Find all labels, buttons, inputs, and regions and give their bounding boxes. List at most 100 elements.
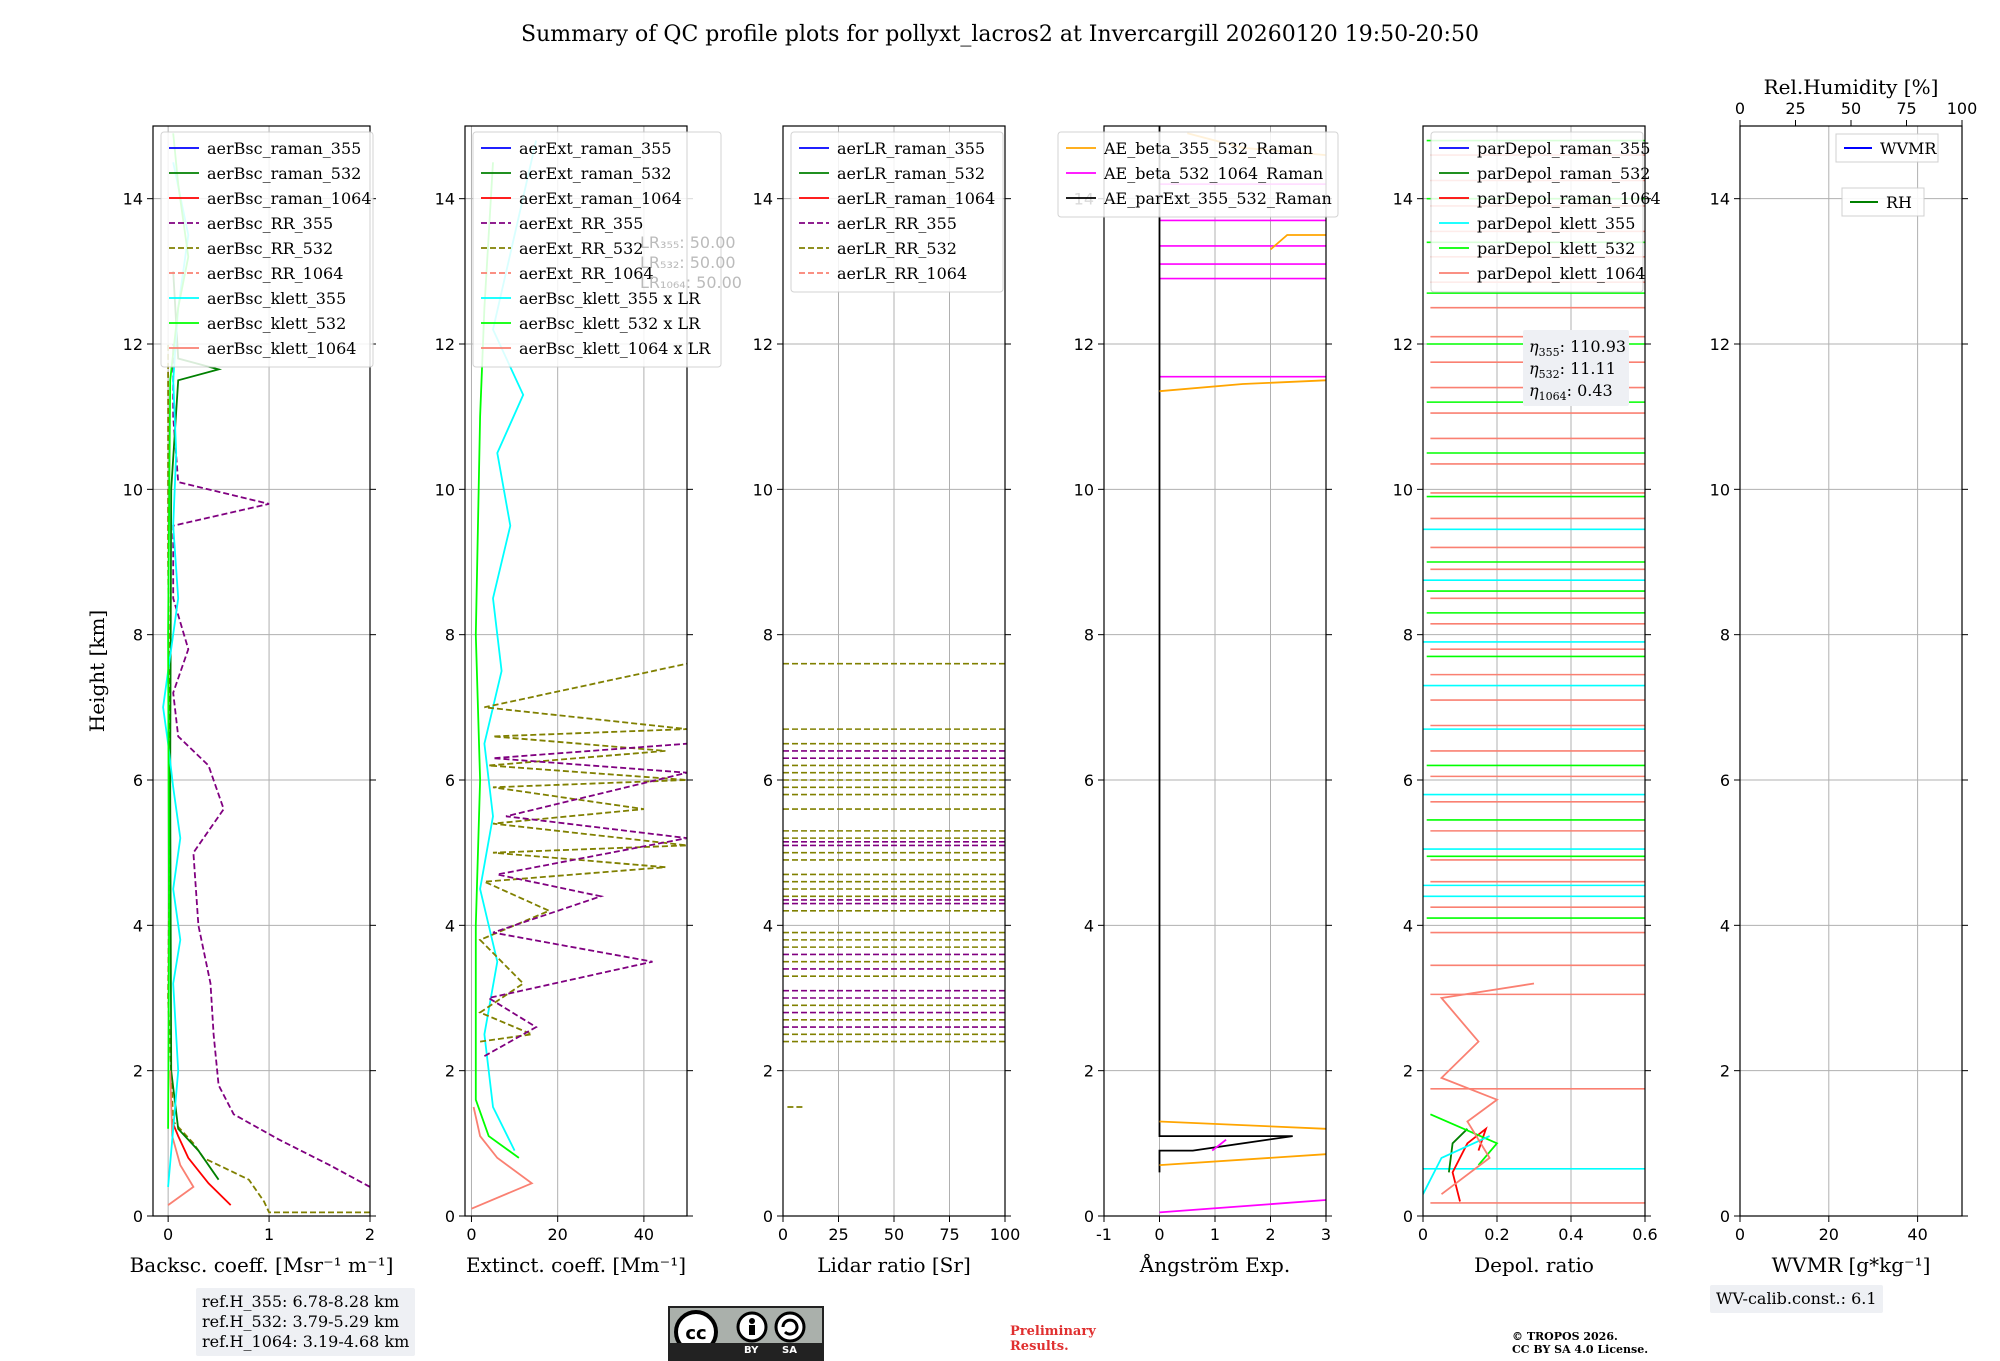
x-tick-label: 0.4 bbox=[1558, 1225, 1583, 1244]
lidar-ratio-note: LR₅₃₂: 50.00 bbox=[640, 253, 736, 272]
eta-box bbox=[1523, 330, 1629, 406]
x-tick-label: 40 bbox=[1907, 1225, 1927, 1244]
y-tick-label: 12 bbox=[1074, 335, 1094, 354]
legend-label: aerBsc_RR_532 bbox=[207, 239, 333, 258]
panel-angstrom: -1012302468101214Ångström Exp.AE_beta_35… bbox=[1057, 125, 1339, 1277]
series-aerBsc_klett_355 bbox=[162, 162, 190, 1187]
x-tick-label: 0 bbox=[1418, 1225, 1428, 1244]
y-tick-label: 10 bbox=[123, 480, 143, 499]
panel-extinction: 0 20 40 0 2 4 6 8 10 12 14 Extinct. coeff. [Mm⁻¹] ae… bbox=[435, 125, 742, 1277]
y-tick-label: 2 bbox=[763, 1062, 773, 1081]
axes-frame bbox=[464, 125, 688, 1217]
x-tick-label: -1 bbox=[1096, 1225, 1112, 1244]
copyright-note: © TROPOS 2026. CC BY SA 4.0 License. bbox=[1512, 1330, 1649, 1356]
x-axis-label: Ångström Exp. bbox=[1139, 1252, 1290, 1277]
series-AE_beta_355_532_Raman bbox=[1269, 234, 1326, 251]
x-tick-label: 2 bbox=[365, 1225, 375, 1244]
legend-label: parDepol_raman_355 bbox=[1477, 139, 1650, 158]
cc-by-label: BY bbox=[744, 1345, 759, 1356]
series-aerBsc_RR_532 bbox=[167, 344, 370, 1214]
y-tick-label: 0 bbox=[763, 1207, 773, 1226]
y-tick-label: 8 bbox=[1720, 626, 1730, 645]
y-tick-label: 0 bbox=[133, 1207, 143, 1226]
y-tick-label: 4 bbox=[133, 916, 143, 935]
y-tick-label: 6 bbox=[1084, 771, 1094, 790]
series-aerBsc_klett_1064 x LR bbox=[471, 1106, 534, 1210]
ref-height-532: ref.H_532: 3.79-5.29 km bbox=[202, 1312, 400, 1331]
panel-depol: 0 0.2 0.4 0.6 0 2 4 6 8 10 12 14 Depol. ratio parDepo… bbox=[1393, 125, 1661, 1277]
legend-box bbox=[1057, 131, 1339, 218]
y-tick-label: 6 bbox=[1403, 771, 1413, 790]
ref-height-1064: ref.H_1064: 3.19-4.68 km bbox=[202, 1332, 410, 1351]
y-tick-label: 2 bbox=[133, 1062, 143, 1081]
legend-label: aerLR_raman_1064 bbox=[837, 189, 995, 208]
legend-label: aerLR_RR_532 bbox=[837, 239, 957, 258]
legend-box bbox=[1430, 131, 1644, 293]
top-x-tick-label: 50 bbox=[1841, 99, 1861, 118]
axes-frame bbox=[152, 125, 371, 1217]
y-tick-label: 2 bbox=[1084, 1062, 1094, 1081]
ref-height-355: ref.H_355: 6.78-8.28 km bbox=[202, 1292, 400, 1311]
eta-value-1064: η1064: 0.43 bbox=[1529, 381, 1613, 403]
panel-wvmr: 0 20 40 0 2 4 6 8 10 12 14 WVMR [g*kg⁻¹] 0 25 50 75 100 R… bbox=[1710, 75, 1978, 1277]
y-tick-label: 4 bbox=[1403, 916, 1413, 935]
x-axis-label: Extinct. coeff. [Mm⁻¹] bbox=[466, 1253, 686, 1277]
cc-license-badge[interactable]: cc BY SA bbox=[668, 1306, 824, 1361]
x-tick-label: 20 bbox=[547, 1225, 567, 1244]
eta-value-532: η532: 11.11 bbox=[1529, 359, 1616, 381]
y-tick-label: 4 bbox=[445, 916, 455, 935]
y-tick-label: 4 bbox=[1720, 916, 1730, 935]
x-tick-label: 1 bbox=[264, 1225, 274, 1244]
series-AE_beta_355_532_Raman bbox=[1159, 1153, 1326, 1166]
x-tick-label: 0 bbox=[466, 1225, 476, 1244]
top-x-tick-label: 75 bbox=[1896, 99, 1916, 118]
y-tick-label: 10 bbox=[1710, 480, 1730, 499]
y-tick-label: 12 bbox=[1710, 335, 1730, 354]
legend-label: aerBsc_klett_532 bbox=[207, 314, 346, 333]
series-aerExt_RR_355 bbox=[483, 742, 687, 1057]
wv-calibration-box: WV-calib.const.: 6.1 bbox=[1710, 1285, 1883, 1313]
svg-text:cc: cc bbox=[685, 1323, 706, 1344]
y-tick-label: 12 bbox=[1393, 335, 1413, 354]
reference-heights-box: ref.H_355: 6.78-8.28 km ref.H_532: 3.79-… bbox=[196, 1288, 416, 1356]
figure-title: Summary of QC profile plots for pollyxt_… bbox=[521, 22, 1479, 47]
x-tick-label: 20 bbox=[1819, 1225, 1839, 1244]
legend-label: AE_beta_355_532_Raman bbox=[1103, 139, 1313, 158]
y-tick-label: 0 bbox=[1720, 1207, 1730, 1226]
top-x-axis-label: Rel.Humidity [%] bbox=[1764, 75, 1939, 99]
y-tick-label: 8 bbox=[1403, 626, 1413, 645]
y-tick-label: 12 bbox=[753, 335, 773, 354]
legend-label: aerBsc_klett_355 x LR bbox=[519, 289, 701, 308]
legend-box bbox=[1835, 133, 1939, 163]
eta-value-355: η355: 110.93 bbox=[1529, 337, 1626, 359]
x-tick-label: 75 bbox=[939, 1225, 959, 1244]
legend-box bbox=[160, 131, 374, 368]
top-x-tick-label: 0 bbox=[1735, 99, 1745, 118]
series-AE_beta_355_532_Raman bbox=[1159, 379, 1326, 393]
x-tick-label: 100 bbox=[990, 1225, 1021, 1244]
y-tick-label: 12 bbox=[123, 335, 143, 354]
series-aerBsc_klett_1064 bbox=[167, 1070, 195, 1206]
y-tick-label: 4 bbox=[1084, 916, 1094, 935]
legend-label: aerLR_raman_355 bbox=[837, 139, 985, 158]
legend-label: aerBsc_klett_1064 bbox=[207, 339, 356, 358]
x-tick-label: 50 bbox=[884, 1225, 904, 1244]
data-layer bbox=[783, 662, 1005, 1108]
axes-frame bbox=[1739, 125, 1963, 1217]
series-aerBsc_raman_1064 bbox=[171, 1121, 232, 1206]
x-tick-label: 25 bbox=[828, 1225, 848, 1244]
y-tick-label: 8 bbox=[763, 626, 773, 645]
legend-label: aerExt_RR_355 bbox=[519, 214, 643, 233]
legend-label: aerBsc_klett_532 x LR bbox=[519, 314, 701, 333]
legend-label: aerBsc_RR_355 bbox=[207, 214, 333, 233]
series-AE_parExt_355_532_Raman bbox=[1158, 126, 1293, 1173]
lidar-ratio-note: LR₁₀₆₄: 50.00 bbox=[640, 273, 742, 292]
series-aerBsc_RR_355 bbox=[172, 344, 370, 1188]
x-tick-label: 0 bbox=[1735, 1225, 1745, 1244]
axes-frame bbox=[1422, 125, 1646, 1217]
legend-box bbox=[472, 131, 722, 368]
y-tick-label: 8 bbox=[445, 626, 455, 645]
top-x-tick-label: 25 bbox=[1785, 99, 1805, 118]
